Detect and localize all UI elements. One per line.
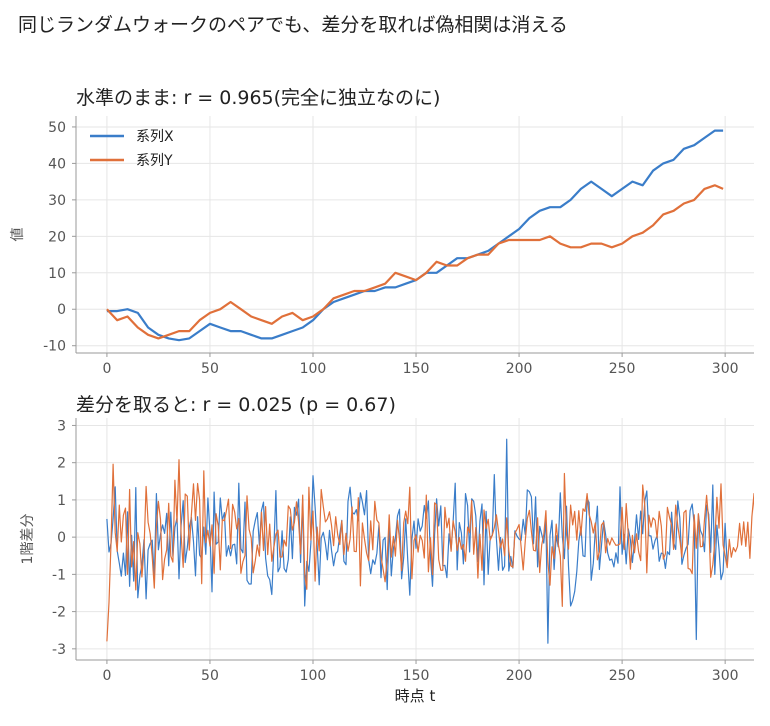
x-tick-label: 50: [201, 361, 219, 377]
chart-title: 差分を取ると: r = 0.025 (p = 0.67): [76, 394, 396, 416]
y-tick-label: -3: [52, 642, 66, 658]
x-tick-label: 250: [609, 361, 636, 377]
y-tick-label: 50: [48, 120, 66, 136]
x-tick-label: 50: [201, 668, 219, 684]
x-tick-label: 300: [712, 668, 739, 684]
y-tick-label: 40: [48, 156, 66, 172]
y-tick-label: 1: [57, 493, 66, 509]
x-tick-label: 200: [506, 668, 533, 684]
y-tick-label: -1: [52, 567, 66, 583]
y-tick-label: 20: [48, 229, 66, 245]
x-tick-label: 150: [403, 668, 430, 684]
series-line-2: [106, 184, 724, 340]
x-tick-label: 100: [300, 668, 327, 684]
y-tick-label: -2: [52, 605, 66, 621]
legend-label-1: 系列X: [136, 129, 174, 145]
x-axis-label: 時点 t: [395, 687, 436, 705]
y-tick-label: 0: [57, 302, 66, 318]
chart-panel-1: 0 50 100 150 200 250 300 -10 0 10 20 30 40 50 水準のまま: r…: [10, 87, 754, 377]
x-tick-label: 200: [506, 361, 533, 377]
legend-label-2: 系列Y: [136, 153, 173, 169]
y-tick-label: 2: [57, 456, 66, 472]
y-tick-label: 3: [57, 418, 66, 434]
x-tick-label: 0: [102, 361, 111, 377]
figure-suptitle: 同じランダムウォークのペアでも、差分を取れば偽相関は消える: [18, 14, 568, 36]
y-axis-label: 1階差分: [20, 514, 36, 565]
x-tick-label: 150: [403, 361, 430, 377]
x-tick-label: 100: [300, 361, 327, 377]
chart-panel-2: 0 50 100 150 200 250 300 -3 -2 -1 0 1 2 3 差分を取ると: r = …: [20, 394, 754, 705]
y-tick-label: 0: [57, 530, 66, 546]
series-line-2: [106, 459, 754, 642]
y-tick-label: 10: [48, 266, 66, 282]
x-tick-label: 250: [609, 668, 636, 684]
x-tick-label: 300: [712, 361, 739, 377]
chart-title: 水準のまま: r = 0.965(完全に独立なのに): [76, 87, 440, 109]
y-axis-label: 値: [10, 228, 26, 242]
y-tick-label: 30: [48, 193, 66, 209]
y-tick-label: -10: [43, 339, 66, 355]
x-tick-label: 0: [102, 668, 111, 684]
